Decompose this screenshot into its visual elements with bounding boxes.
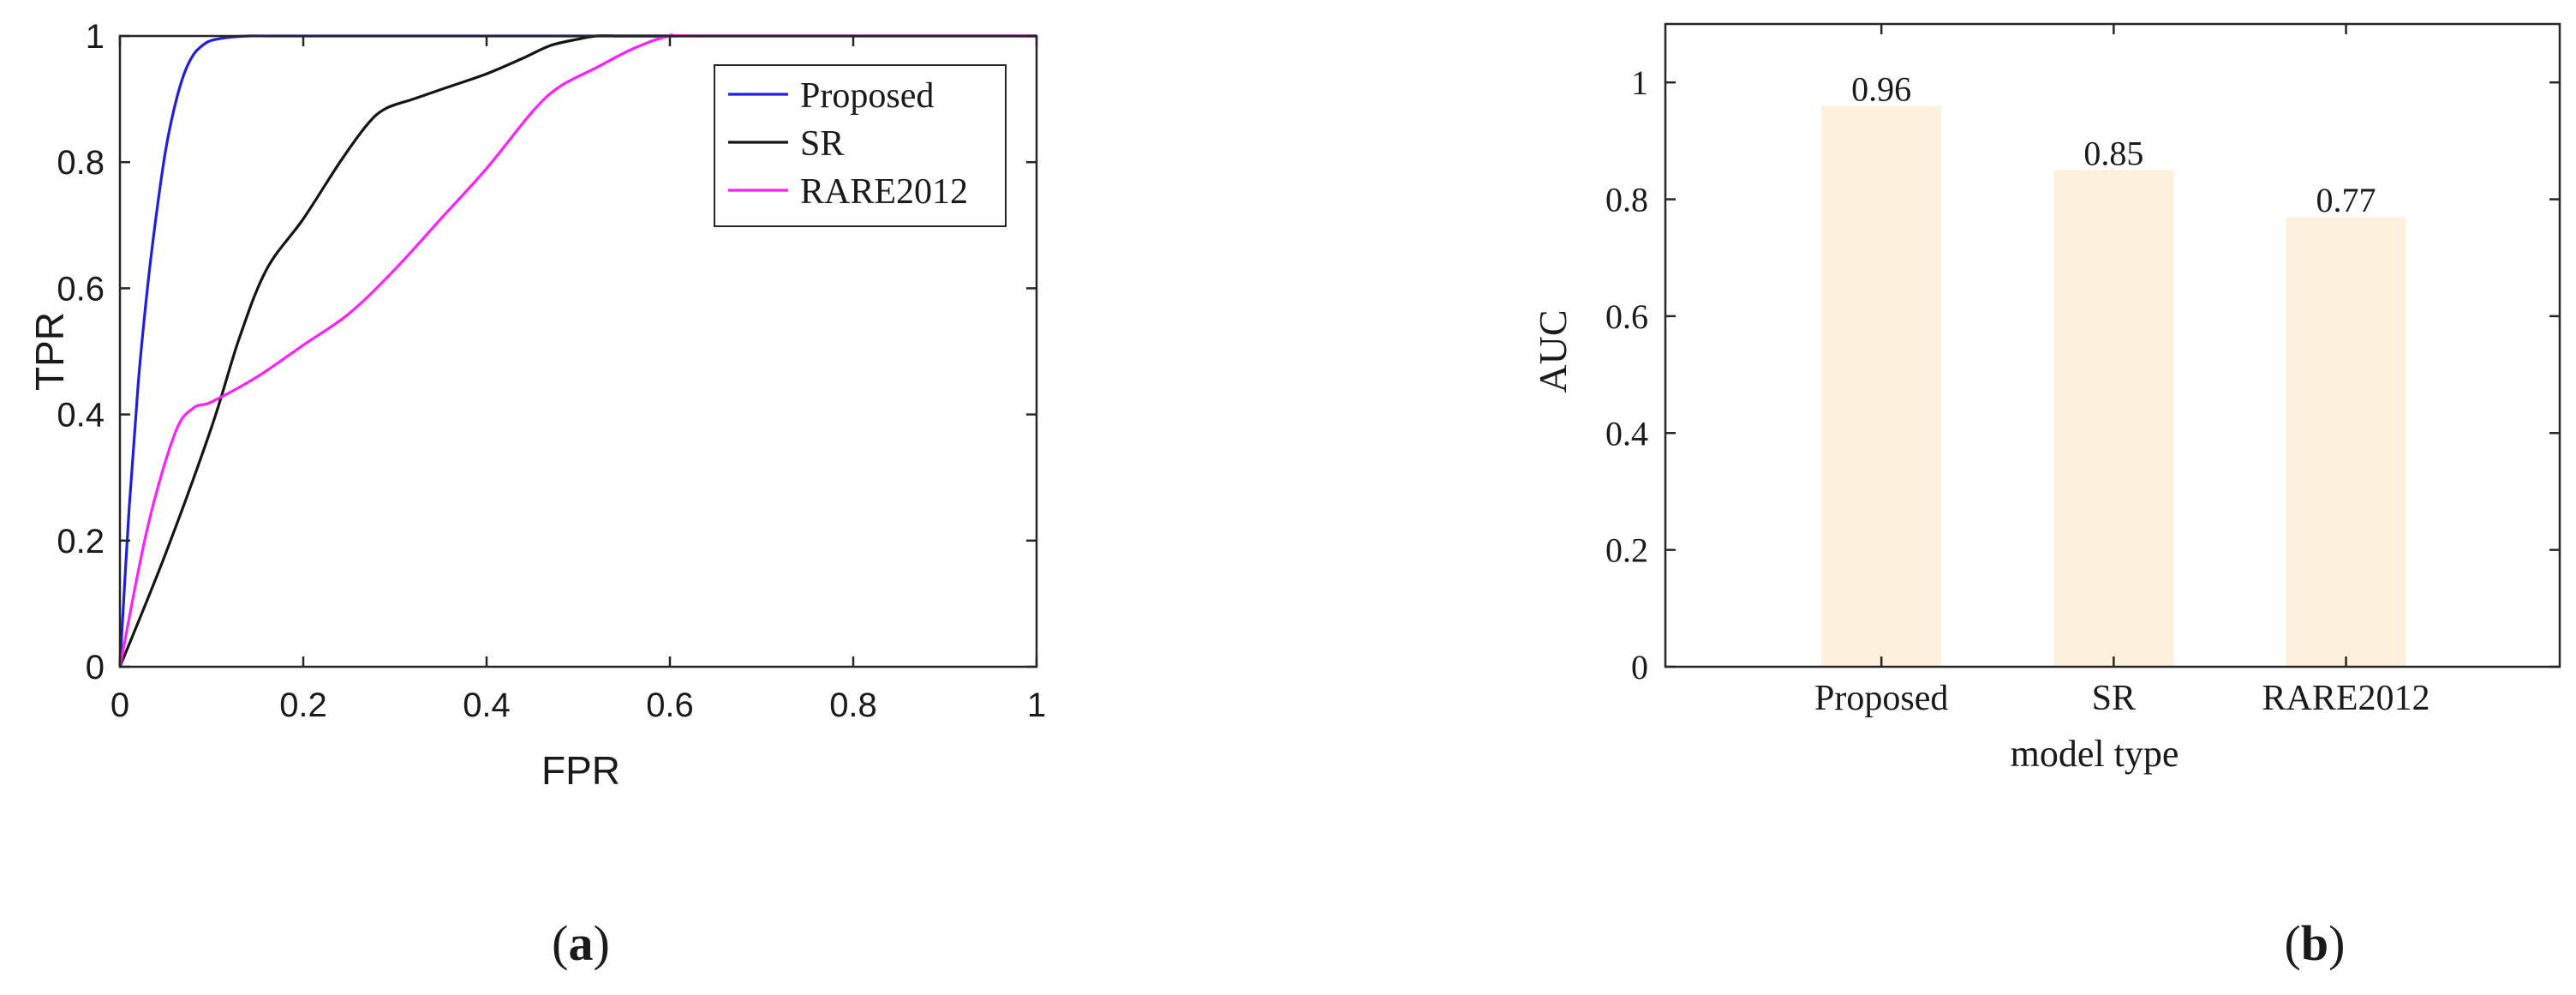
roc-y-tick-label: 0 (86, 649, 105, 686)
auc-y-tick-label: 0.4 (1605, 414, 1648, 453)
panel-label-a-close: ) (594, 915, 610, 971)
panel-label-a-letter: a (569, 915, 594, 971)
auc-bar-rare2012 (2286, 217, 2406, 667)
panel-label-a-open: ( (552, 915, 568, 971)
auc-y-ticks: 0 0.2 0.4 0.6 0.8 1 (1605, 63, 2560, 686)
panel-label-b-letter: b (2301, 915, 2328, 971)
auc-y-tick-label: 1 (1631, 63, 1648, 102)
roc-y-tick-label: 0.2 (57, 523, 105, 560)
roc-x-tick-label: 0.6 (646, 686, 694, 724)
panel-label-b-close: ) (2328, 915, 2345, 971)
auc-x-ticks: Proposed SR RARE2012 (1814, 24, 2430, 718)
roc-x-tick-label: 0.2 (279, 686, 327, 724)
auc-y-axis-label: AUC (1531, 309, 1575, 393)
roc-y-tick-label: 1 (86, 18, 105, 56)
auc-bar-value-label: 0.85 (2083, 134, 2143, 172)
auc-x-tick-label: RARE2012 (2262, 679, 2430, 718)
panel-label-a: (a) (552, 915, 610, 971)
auc-x-axis-label: model type (2011, 733, 2179, 775)
roc-legend-label: Proposed (800, 76, 934, 116)
roc-axes-box (118, 34, 1038, 668)
roc-x-tick-label: 0 (111, 686, 129, 724)
roc-x-ticks: 0 0.2 0.4 0.6 0.8 1 (111, 36, 1046, 724)
roc-x-tick-label: 1 (1027, 686, 1046, 724)
auc-bar-sr (2053, 170, 2174, 668)
auc-bar-value-label: 0.77 (2316, 181, 2376, 219)
roc-y-ticks: 0 0.2 0.4 0.6 0.8 1 (57, 18, 1037, 686)
roc-legend-items: Proposed SR RARE2012 (728, 76, 968, 212)
auc-bar-value-label: 0.96 (1851, 69, 1911, 108)
auc-axes-box (1664, 22, 2561, 668)
auc-x-tick-label: SR (2092, 679, 2136, 718)
roc-legend-label: SR (800, 124, 844, 164)
roc-chart: 0 0.2 0.4 0.6 0.8 1 0 0.2 0.4 0.6 0.8 1 FPR TPR Pr… (27, 18, 1046, 793)
auc-y-tick-label: 0.6 (1605, 297, 1648, 336)
roc-y-axis-label: TPR (27, 312, 72, 391)
roc-legend: Proposed SR RARE2012 (714, 64, 1007, 227)
auc-x-tick-label: Proposed (1814, 679, 1948, 718)
roc-x-tick-label: 0.4 (463, 686, 511, 724)
auc-y-tick-label: 0.8 (1605, 181, 1648, 219)
roc-y-tick-label: 0.4 (57, 397, 105, 435)
auc-y-tick-label: 0 (1631, 648, 1648, 686)
roc-x-tick-label: 0.8 (829, 686, 877, 724)
panel-label-b-open: ( (2285, 915, 2301, 971)
auc-chart: 0.96 0.85 0.77 0 0.2 0.4 0.6 0.8 1 Proposed SR RA… (1531, 22, 2561, 775)
auc-y-tick-label: 0.2 (1605, 531, 1648, 570)
auc-bars: 0.96 0.85 0.77 (1821, 69, 2406, 668)
roc-y-tick-label: 0.6 (57, 270, 105, 308)
auc-bar-proposed (1821, 105, 1942, 668)
roc-legend-label: RARE2012 (800, 172, 968, 212)
roc-legend-box (714, 64, 1007, 227)
roc-x-axis-label: FPR (541, 748, 620, 793)
roc-y-tick-label: 0.8 (57, 144, 105, 182)
panel-label-b: (b) (2285, 915, 2346, 971)
